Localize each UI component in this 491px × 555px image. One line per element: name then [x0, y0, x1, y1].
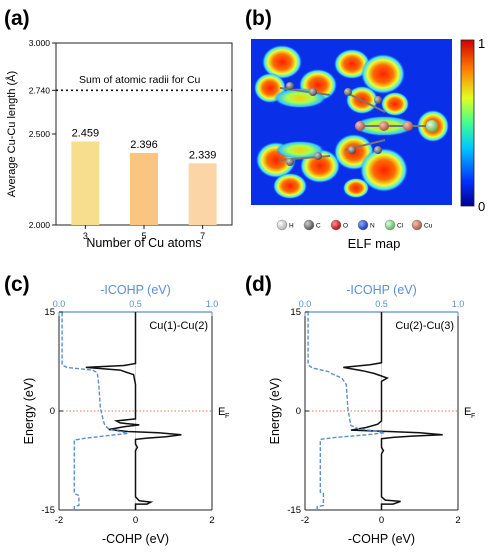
elf-lobe [262, 45, 302, 79]
x-tick-label: -2 [301, 515, 309, 526]
bar [188, 163, 217, 225]
top-x-tick-label: 0.5 [129, 299, 142, 309]
atom-copper [403, 121, 413, 131]
x-tick-label: -2 [55, 515, 63, 526]
x-tick-label: 3 [83, 231, 88, 241]
legend-atom-cl [384, 219, 396, 231]
top-x-tick-label: 0.0 [299, 299, 312, 309]
colorbar-min-label: 0 [478, 199, 485, 214]
y-tick-label: -15 [41, 505, 55, 516]
atom-carbon [309, 88, 317, 96]
atom-copper [379, 121, 389, 131]
elf-lobe [361, 54, 405, 94]
legend-label: N [370, 223, 375, 230]
y-axis-label: Average Cu-Cu length (Å) [5, 71, 18, 197]
y-tick-label: -15 [287, 505, 301, 516]
reference-line-label: Sum of atomic radii for Cu [79, 74, 201, 86]
colorbar-max-label: 1 [478, 36, 485, 51]
elf-map: 1 0 H C O N Cl Cu ELF map [251, 36, 485, 251]
fermi-label: E [218, 406, 225, 418]
legend-label: O [343, 223, 348, 230]
y-tick-label: 2.500 [29, 129, 51, 139]
x-tick-label: 0 [133, 515, 138, 526]
y-tick-label: 2.000 [29, 220, 51, 230]
atom-carbon [344, 88, 352, 96]
elf-lobe [273, 173, 307, 199]
top-x-tick-label: 1.0 [206, 299, 219, 309]
cohp-plot-cu1-cu2: -2 0 2 0.0 0.5 1.0 -15 0 15 Cu(1)-Cu(2) -ICOHP (eV… [22, 283, 229, 546]
top-axis-label: -ICOHP (eV) [346, 283, 417, 297]
icohp-series-line [307, 312, 385, 510]
elf-lobe [360, 148, 408, 192]
bond [344, 91, 386, 113]
atom-carbon [374, 96, 382, 104]
elf-density-regions [254, 45, 449, 199]
legend-atom-cu [411, 219, 423, 231]
y-tick-label: 15 [44, 307, 55, 318]
y-axis-label: Energy (eV) [268, 378, 282, 445]
top-x-tick-label: 0.0 [53, 299, 66, 309]
atom-chlorine [426, 120, 438, 132]
legend-label: Cl [397, 223, 404, 230]
elf-map-title: ELF map [348, 236, 401, 251]
legend-atom-h [276, 219, 288, 231]
legend-label: C [316, 223, 321, 230]
bar-value-label: 2.459 [72, 127, 100, 139]
panel-label-d: (d) [245, 273, 272, 296]
x-tick-label: 2 [209, 515, 214, 526]
legend-atom-n [357, 219, 369, 231]
atom-carbon [374, 146, 382, 154]
atom-copper [355, 121, 365, 131]
x-tick-label: 0 [379, 515, 384, 526]
bar [130, 152, 158, 225]
panel-label-c: (c) [4, 273, 30, 296]
atom-carbon [286, 82, 294, 90]
top-x-tick-label: 0.5 [375, 299, 388, 309]
fermi-label-sub: F [471, 413, 475, 420]
bar-value-label: 2.339 [189, 149, 217, 161]
y-tick-label: 3.000 [29, 38, 51, 48]
elf-lobe [381, 92, 409, 116]
atom-carbon [286, 158, 294, 166]
cohp-series-line [343, 312, 443, 510]
elf-lobe [343, 178, 369, 198]
cohp-series-line [85, 312, 182, 510]
legend-atom-o [330, 219, 342, 231]
panel-label-b: (b) [245, 7, 272, 30]
fermi-label-sub: F [225, 413, 229, 420]
top-x-tick-label: 1.0 [452, 299, 465, 309]
atom-legend: H C O N Cl Cu [276, 219, 433, 231]
atom-carbon [314, 152, 322, 160]
panel-label-a: (a) [4, 7, 30, 30]
icohp-series-line [61, 312, 129, 510]
fermi-label: E [464, 406, 471, 418]
legend-atom-c [303, 219, 315, 231]
bond-annotation: Cu(2)-Cu(3) [395, 320, 454, 332]
y-tick-label: 0 [50, 406, 55, 417]
legend-label: H [289, 223, 294, 230]
colorbar [460, 39, 475, 207]
atom-carbon [348, 146, 356, 154]
elf-lobe [276, 141, 324, 159]
x-axis-label: Number of Cu atoms [86, 236, 201, 250]
x-axis-label: -COHP (eV) [348, 532, 415, 546]
legend-label: Cu [424, 223, 433, 230]
x-tick-label: 5 [141, 231, 146, 241]
bar-value-label: 2.396 [130, 139, 158, 151]
x-tick-label: 7 [200, 231, 205, 241]
y-tick-label: 0 [296, 406, 301, 417]
x-axis-label: -COHP (eV) [102, 532, 169, 546]
y-axis-label: Energy (eV) [22, 378, 36, 445]
cohp-plot-cu2-cu3: -2 0 2 0.0 0.5 1.0 -15 0 15 Cu(2)-Cu(3) -ICOHP (eV… [268, 283, 475, 546]
top-axis-label: -ICOHP (eV) [100, 283, 171, 297]
x-tick-label: 2 [455, 515, 460, 526]
y-tick-label: 2.740 [29, 85, 51, 95]
bar [71, 141, 100, 225]
atom-overlay [279, 82, 438, 166]
bar-chart-cu-length: Average Cu-Cu length (Å) Number of Cu at… [5, 38, 233, 250]
bond-annotation: Cu(1)-Cu(2) [149, 320, 208, 332]
y-tick-label: 15 [290, 307, 301, 318]
elf-lobe [334, 49, 370, 79]
